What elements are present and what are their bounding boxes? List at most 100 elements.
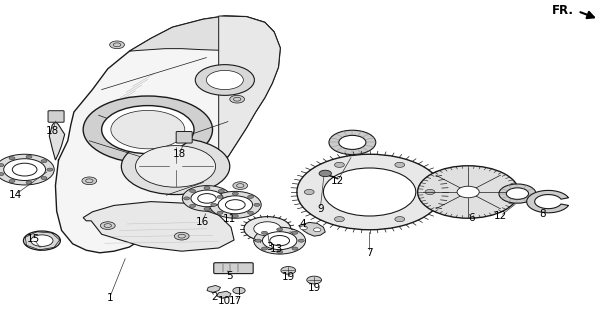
Circle shape [244, 217, 291, 241]
Circle shape [26, 181, 32, 184]
Polygon shape [129, 16, 274, 51]
Circle shape [121, 138, 230, 195]
Circle shape [254, 203, 260, 206]
Circle shape [136, 146, 216, 187]
Text: 17: 17 [229, 296, 242, 307]
Circle shape [292, 247, 298, 250]
Circle shape [102, 106, 194, 154]
Circle shape [174, 232, 189, 240]
Text: FR.: FR. [552, 4, 574, 17]
Circle shape [329, 130, 376, 155]
Circle shape [262, 232, 297, 250]
Circle shape [224, 197, 230, 200]
Circle shape [204, 207, 210, 211]
Circle shape [300, 226, 307, 230]
Circle shape [12, 163, 37, 176]
Text: 19: 19 [282, 272, 295, 282]
Circle shape [218, 204, 224, 207]
Polygon shape [55, 16, 280, 253]
Circle shape [23, 231, 60, 250]
Circle shape [334, 162, 344, 167]
Text: 8: 8 [539, 209, 545, 220]
Circle shape [297, 154, 442, 230]
Text: 18: 18 [46, 126, 59, 136]
FancyBboxPatch shape [214, 263, 253, 274]
Polygon shape [207, 285, 221, 292]
Circle shape [254, 227, 306, 254]
Circle shape [292, 231, 298, 234]
Circle shape [82, 177, 97, 185]
Text: 13: 13 [269, 244, 283, 254]
Circle shape [0, 164, 4, 167]
Circle shape [26, 155, 32, 158]
Circle shape [319, 170, 331, 177]
Circle shape [111, 110, 185, 149]
Circle shape [270, 236, 290, 246]
Circle shape [314, 228, 321, 232]
Text: 11: 11 [222, 214, 236, 224]
Circle shape [307, 276, 322, 284]
Circle shape [4, 159, 46, 180]
Circle shape [209, 191, 261, 218]
Circle shape [191, 190, 223, 207]
Text: 10: 10 [218, 296, 232, 306]
Circle shape [499, 184, 536, 203]
Text: 19: 19 [307, 283, 321, 293]
Text: 12: 12 [331, 176, 344, 186]
Circle shape [506, 188, 529, 199]
Circle shape [334, 217, 344, 222]
Polygon shape [83, 202, 234, 251]
Circle shape [211, 203, 217, 206]
Circle shape [425, 189, 435, 195]
Circle shape [47, 168, 53, 171]
Circle shape [41, 176, 47, 180]
Circle shape [110, 41, 124, 49]
Circle shape [277, 228, 283, 231]
Circle shape [233, 182, 248, 189]
Circle shape [395, 162, 405, 167]
Circle shape [457, 186, 479, 198]
Polygon shape [299, 222, 325, 236]
Circle shape [182, 186, 232, 211]
Circle shape [298, 239, 304, 242]
Circle shape [184, 197, 190, 200]
Circle shape [190, 189, 196, 193]
Polygon shape [219, 16, 280, 157]
Circle shape [83, 96, 213, 163]
Circle shape [9, 157, 15, 160]
Text: 3: 3 [267, 242, 273, 252]
Circle shape [204, 186, 210, 189]
Circle shape [261, 247, 267, 250]
Circle shape [31, 235, 53, 246]
Circle shape [248, 195, 254, 198]
Text: 7: 7 [367, 248, 373, 258]
Text: 6: 6 [468, 212, 474, 223]
Text: 5: 5 [226, 271, 232, 281]
FancyBboxPatch shape [48, 111, 64, 122]
Text: 16: 16 [195, 217, 209, 227]
Circle shape [418, 166, 519, 218]
Circle shape [9, 180, 15, 182]
Circle shape [0, 172, 4, 176]
Circle shape [230, 95, 245, 103]
Circle shape [277, 250, 283, 253]
Polygon shape [217, 291, 231, 298]
Text: 12: 12 [493, 211, 507, 221]
Circle shape [233, 287, 245, 294]
Circle shape [248, 211, 254, 214]
Circle shape [100, 222, 115, 229]
Text: 18: 18 [173, 148, 187, 159]
Circle shape [217, 211, 223, 214]
Circle shape [218, 189, 224, 193]
Circle shape [339, 135, 366, 149]
Text: 2: 2 [211, 292, 217, 302]
Circle shape [395, 217, 405, 222]
Circle shape [218, 196, 253, 214]
Circle shape [261, 231, 267, 234]
Text: 15: 15 [27, 234, 41, 244]
Circle shape [41, 160, 47, 163]
Circle shape [0, 154, 54, 185]
Text: 14: 14 [9, 189, 22, 200]
Polygon shape [527, 190, 569, 213]
Text: 9: 9 [317, 204, 323, 214]
